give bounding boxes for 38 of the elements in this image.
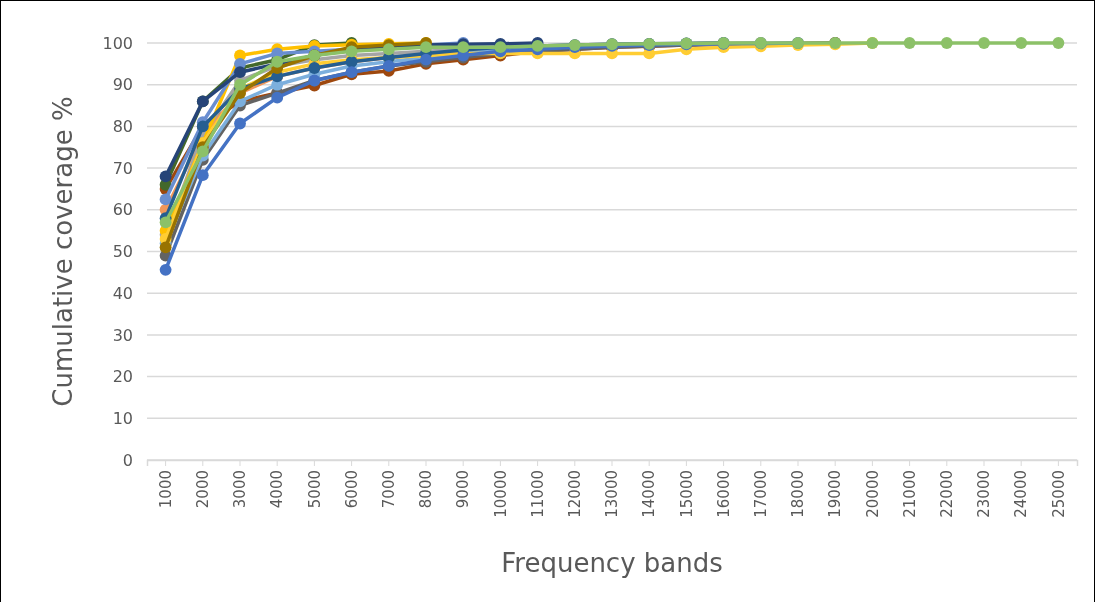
x-tick-label: 23000 xyxy=(975,470,994,518)
y-tick-label: 80 xyxy=(112,117,133,137)
x-tick-label: 25000 xyxy=(1049,470,1068,518)
y-tick-label: 10 xyxy=(112,408,133,428)
x-tick-label: 12000 xyxy=(566,470,585,518)
x-tick-label: 11000 xyxy=(528,470,547,518)
y-tick-label: 40 xyxy=(112,283,133,303)
y-tick-label: 30 xyxy=(112,325,133,345)
y-tick-label: 100 xyxy=(102,33,133,53)
x-tick-label: 10000 xyxy=(491,470,510,518)
x-tick-label: 24000 xyxy=(1012,470,1031,518)
x-tick-label: 17000 xyxy=(752,470,771,518)
x-tick-label: 6000 xyxy=(342,470,361,509)
x-tick-label: 4000 xyxy=(268,470,287,509)
y-tick-label: 90 xyxy=(112,75,133,95)
y-axis-title: Cumulative coverage % xyxy=(48,96,78,407)
x-tick-label: 14000 xyxy=(640,470,659,518)
x-tick-label: 20000 xyxy=(863,470,882,518)
y-tick-label: 70 xyxy=(112,158,133,178)
x-tick-label: 1000 xyxy=(156,470,175,509)
x-tick-label: 15000 xyxy=(677,470,696,518)
x-tick-label: 19000 xyxy=(826,470,845,518)
y-tick-label: 60 xyxy=(112,200,133,220)
x-tick-label: 7000 xyxy=(380,470,399,509)
x-tick-label: 8000 xyxy=(417,470,436,509)
x-tick-label: 18000 xyxy=(789,470,808,518)
x-axis-title: Frequency bands xyxy=(501,548,723,578)
x-tick-label: 22000 xyxy=(938,470,957,518)
x-tick-label: 2000 xyxy=(194,470,213,509)
y-tick-label: 50 xyxy=(112,242,133,262)
x-tick-label: 3000 xyxy=(231,470,250,509)
x-tick-label: 16000 xyxy=(714,470,733,518)
y-tick-label: 20 xyxy=(112,367,133,387)
x-tick-label: 5000 xyxy=(305,470,324,509)
y-tick-label: 0 xyxy=(122,450,133,470)
x-tick-label: 9000 xyxy=(454,470,473,509)
x-tick-label: 13000 xyxy=(603,470,622,518)
x-tick-label: 21000 xyxy=(900,470,919,518)
